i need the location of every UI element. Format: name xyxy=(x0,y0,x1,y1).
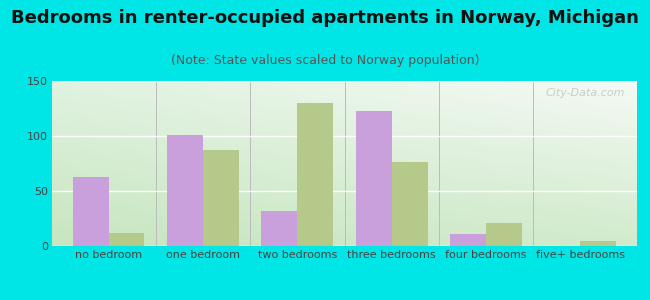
Bar xyxy=(203,150,239,246)
Bar xyxy=(580,241,616,246)
Text: Bedrooms in renter-occupied apartments in Norway, Michigan: Bedrooms in renter-occupied apartments i… xyxy=(11,9,639,27)
Bar xyxy=(297,103,333,246)
Bar xyxy=(167,135,203,246)
Text: (Note: State values scaled to Norway population): (Note: State values scaled to Norway pop… xyxy=(171,54,479,67)
Bar xyxy=(109,233,144,246)
Bar xyxy=(73,177,109,246)
Bar xyxy=(486,223,522,246)
Bar xyxy=(450,234,486,246)
Bar xyxy=(392,162,428,246)
Bar xyxy=(261,211,297,246)
Bar xyxy=(356,111,392,246)
Text: City-Data.com: City-Data.com xyxy=(546,88,625,98)
